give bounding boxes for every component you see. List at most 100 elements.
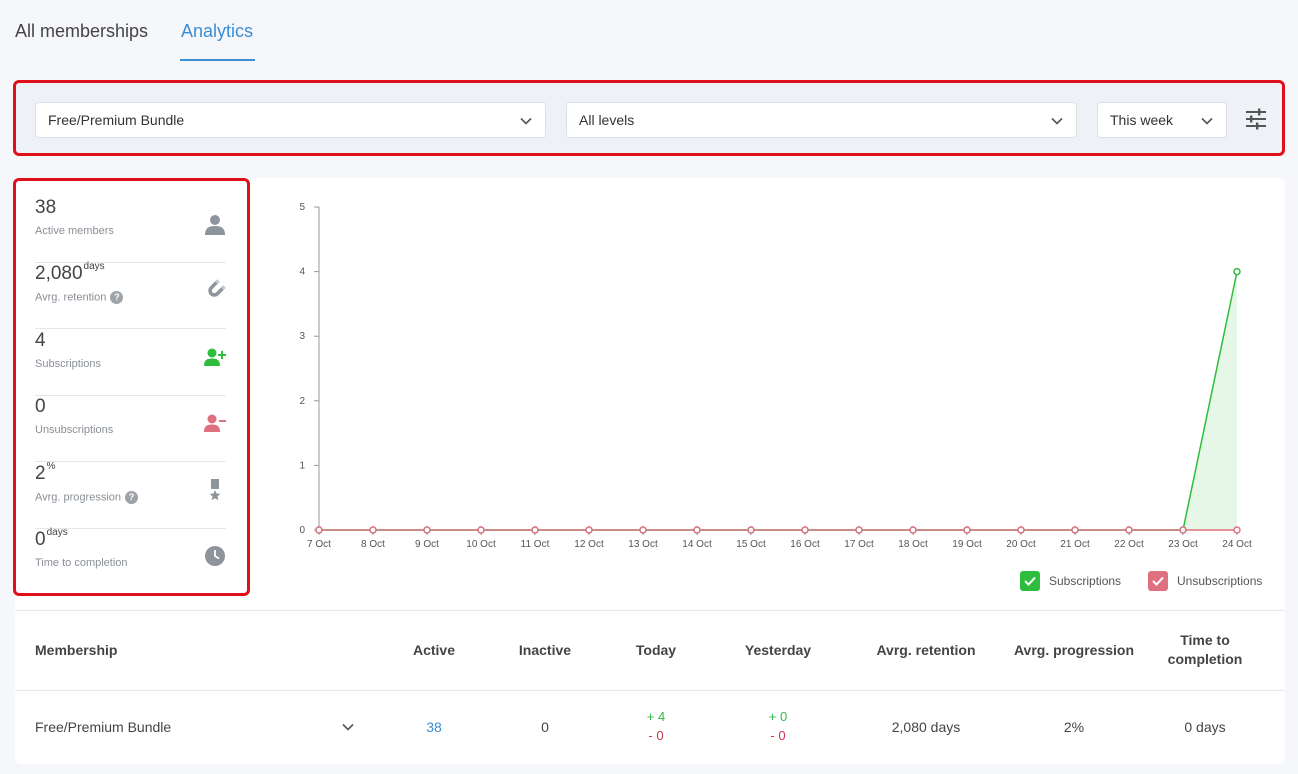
stat-value: 0	[35, 396, 46, 417]
header-line: completion	[1167, 651, 1243, 667]
stat-avg-progression: 2% Avrg. progression?	[35, 461, 226, 529]
data-point	[1125, 526, 1133, 534]
column-header-avg-retention: Avrg. retention	[876, 642, 976, 658]
data-point	[585, 526, 593, 534]
tab-analytics[interactable]: Analytics	[181, 21, 254, 41]
checkbox-icon[interactable]	[1148, 571, 1168, 591]
x-tick-label: 19 Oct	[952, 539, 982, 550]
y-tick-label: 4	[299, 267, 305, 278]
series-area	[319, 271, 1237, 530]
data-point	[855, 526, 863, 534]
data-point	[1233, 267, 1241, 276]
y-tick-label: 0	[299, 525, 305, 536]
data-point	[963, 526, 971, 534]
x-tick-label: 8 Oct	[361, 539, 385, 550]
x-tick-label: 12 Oct	[574, 539, 604, 550]
row-avg-progression: 2%	[1063, 719, 1085, 735]
x-tick-label: 18 Oct	[898, 539, 928, 550]
tab-bar: All memberships Analytics	[0, 0, 1298, 62]
levels-select-value: All levels	[579, 112, 635, 128]
data-point	[369, 526, 377, 534]
column-header-inactive: Inactive	[518, 642, 572, 658]
row-active-link[interactable]: 38	[426, 719, 442, 735]
x-tick-label: 7 Oct	[307, 539, 331, 550]
stat-label: Subscriptions	[35, 358, 102, 370]
data-point	[1071, 526, 1079, 534]
x-tick-label: 10 Oct	[466, 539, 496, 550]
stat-value: 2,080days	[35, 261, 105, 284]
data-point	[315, 526, 323, 534]
column-header-today: Today	[635, 642, 677, 658]
stat-unit: %	[46, 461, 56, 472]
x-tick-label: 9 Oct	[415, 539, 439, 550]
active-tab-indicator	[180, 59, 255, 61]
y-tick-label: 1	[299, 460, 305, 471]
data-point	[477, 526, 485, 534]
stat-value: 2%	[35, 461, 56, 484]
stat-active-members: 38 Active members	[35, 197, 226, 263]
levels-select[interactable]: All levels	[566, 102, 1077, 138]
analytics-card	[15, 178, 1285, 764]
help-icon[interactable]: ?	[125, 491, 139, 504]
stat-unit: days	[46, 527, 68, 538]
period-select[interactable]: This week	[1097, 102, 1227, 138]
column-header-membership: Membership	[35, 642, 118, 658]
stat-label: Active members	[35, 225, 114, 237]
table-header-divider	[15, 690, 1285, 691]
user-plus-icon	[204, 348, 226, 366]
table-top-divider	[15, 610, 1285, 611]
y-tick-label: 5	[299, 202, 305, 213]
data-point	[1017, 526, 1025, 534]
row-membership-name: Free/Premium Bundle	[35, 719, 172, 735]
data-point	[909, 526, 917, 534]
row-today-unsubscriptions: - 0	[648, 728, 664, 743]
x-tick-label: 16 Oct	[790, 539, 820, 550]
legend-label: Unsubscriptions	[1177, 574, 1263, 588]
x-tick-label: 14 Oct	[682, 539, 712, 550]
row-today-subscriptions: + 4	[646, 709, 666, 724]
stat-avg-retention: 2,080days Avrg. retention?	[35, 261, 226, 329]
header-line: Time to	[1180, 632, 1230, 648]
x-tick-label: 13 Oct	[628, 539, 658, 550]
series-line	[319, 271, 1238, 531]
stat-unsubscriptions: 0 Unsubscriptions	[35, 396, 226, 462]
x-tick-label: 21 Oct	[1060, 539, 1090, 550]
tab-all-memberships[interactable]: All memberships	[15, 21, 149, 41]
row-yesterday-subscriptions: + 0	[768, 709, 788, 724]
data-point	[639, 526, 647, 534]
stat-value: 0days	[35, 527, 68, 550]
clock-icon	[205, 546, 225, 566]
row-time-to-completion: 0 days	[1184, 719, 1226, 735]
user-icon	[205, 215, 225, 235]
row-avg-retention: 2,080 days	[891, 719, 961, 735]
chevron-down-icon	[520, 117, 532, 125]
stat-time-to-completion: 0days Time to completion	[35, 527, 226, 595]
data-point	[423, 526, 431, 534]
legend-label: Subscriptions	[1049, 574, 1122, 588]
x-tick-label: 24 Oct	[1222, 539, 1252, 550]
stat-value: 4	[35, 330, 46, 351]
stat-subscriptions: 4 Subscriptions	[35, 330, 226, 396]
data-point	[801, 526, 809, 534]
subscriptions-chart: 0 1 2 3 4 5 7 Oct 8 Oct 9 Oct 10 Oct 11 Oct 12 Oct 1…	[299, 202, 1252, 550]
x-tick-label: 15 Oct	[736, 539, 766, 550]
row-inactive: 0	[541, 719, 549, 735]
help-icon[interactable]: ?	[110, 291, 124, 304]
stat-label: Avrg. progression?	[35, 491, 139, 504]
sliders-icon[interactable]	[1244, 107, 1268, 131]
checkbox-icon[interactable]	[1020, 571, 1040, 591]
period-select-value: This week	[1110, 112, 1174, 128]
x-tick-label: 17 Oct	[844, 539, 874, 550]
column-header-time-to-completion: Time to completion	[1155, 631, 1255, 669]
chevron-down-icon	[1051, 117, 1063, 125]
data-point	[1233, 526, 1241, 534]
stat-label: Unsubscriptions	[35, 424, 114, 436]
column-header-avg-progression: Avrg. progression	[1013, 642, 1135, 658]
x-tick-label: 20 Oct	[1006, 539, 1036, 550]
data-point	[693, 526, 701, 534]
magnet-icon	[208, 279, 226, 297]
chevron-down-icon	[1201, 117, 1213, 125]
expand-chevron-icon[interactable]	[341, 720, 355, 734]
data-point	[1179, 526, 1187, 534]
membership-select[interactable]: Free/Premium Bundle	[35, 102, 546, 138]
